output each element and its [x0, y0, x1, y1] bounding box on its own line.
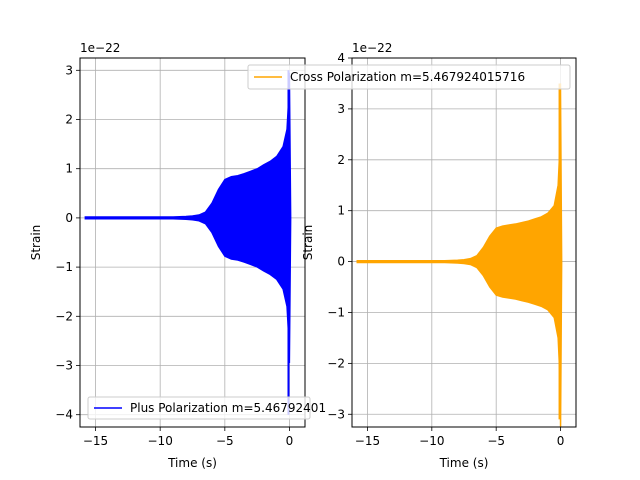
plus-y-tick-label-1: −3 — [55, 359, 73, 373]
plus-y-tick-label-3: −1 — [55, 260, 73, 274]
cross-plot-area — [356, 83, 563, 427]
cross-x-tick-label-3: 0 — [557, 434, 565, 448]
plus-x-tick-label-1: −10 — [148, 434, 173, 448]
cross-y-tick-label-1: −2 — [327, 356, 345, 370]
plus-x-tick-label-3: 0 — [286, 434, 294, 448]
plus-waveform-envelope — [84, 72, 292, 364]
cross-x-tick-label-0: −15 — [355, 434, 380, 448]
plus-x-tick-label-0: −15 — [83, 434, 108, 448]
plus-y-tick-label-2: −2 — [55, 309, 73, 323]
plus-y-tick-label-6: 2 — [65, 113, 73, 127]
cross-y-tick-label-3: 0 — [337, 255, 345, 269]
plus-y-tick-label-0: −4 — [55, 408, 73, 422]
cross-axes-frame — [351, 57, 577, 428]
plus-y-multiplier: 1e−22 — [80, 41, 120, 55]
cross-y-tick-label-4: 1 — [337, 204, 345, 218]
plus-y-axis-label: Strain — [29, 225, 43, 261]
plus-y-tick-label-5: 1 — [65, 162, 73, 176]
plus-legend: Plus Polarization m=5.46792401 — [87, 396, 326, 420]
cross-y-tick-label-2: −1 — [327, 305, 345, 319]
cross-legend-label: Cross Polarization m=5.467924015716 — [290, 70, 525, 84]
cross-legend: Cross Polarization m=5.467924015716 — [247, 64, 571, 90]
cross-x-tick-label-2: −5 — [487, 434, 505, 448]
plus-legend-label: Plus Polarization m=5.46792401 — [130, 401, 326, 415]
cross-legend-box — [247, 64, 571, 90]
cross-y-tick-label-6: 3 — [337, 102, 345, 116]
plus-y-tick-label-7: 3 — [65, 63, 73, 77]
cross-x-axis-label: Time (s) — [439, 456, 489, 470]
plus-x-tick-label-2: −5 — [216, 434, 234, 448]
plus-legend-box — [87, 396, 311, 420]
cross-x-tick-label-1: −10 — [419, 434, 444, 448]
plus-y-tick-label-4: 0 — [65, 211, 73, 225]
cross-y-tick-label-0: −3 — [327, 407, 345, 421]
plus-axes-frame — [79, 57, 306, 428]
cross-y-axis-label: Strain — [301, 225, 315, 261]
cross-y-multiplier: 1e−22 — [352, 41, 392, 55]
plus-plot-area — [84, 70, 292, 415]
plus-x-axis-label: Time (s) — [167, 456, 217, 470]
cross-waveform-envelope — [356, 83, 563, 427]
cross-y-tick-label-7: 4 — [337, 51, 345, 65]
cross-y-tick-label-5: 2 — [337, 153, 345, 167]
